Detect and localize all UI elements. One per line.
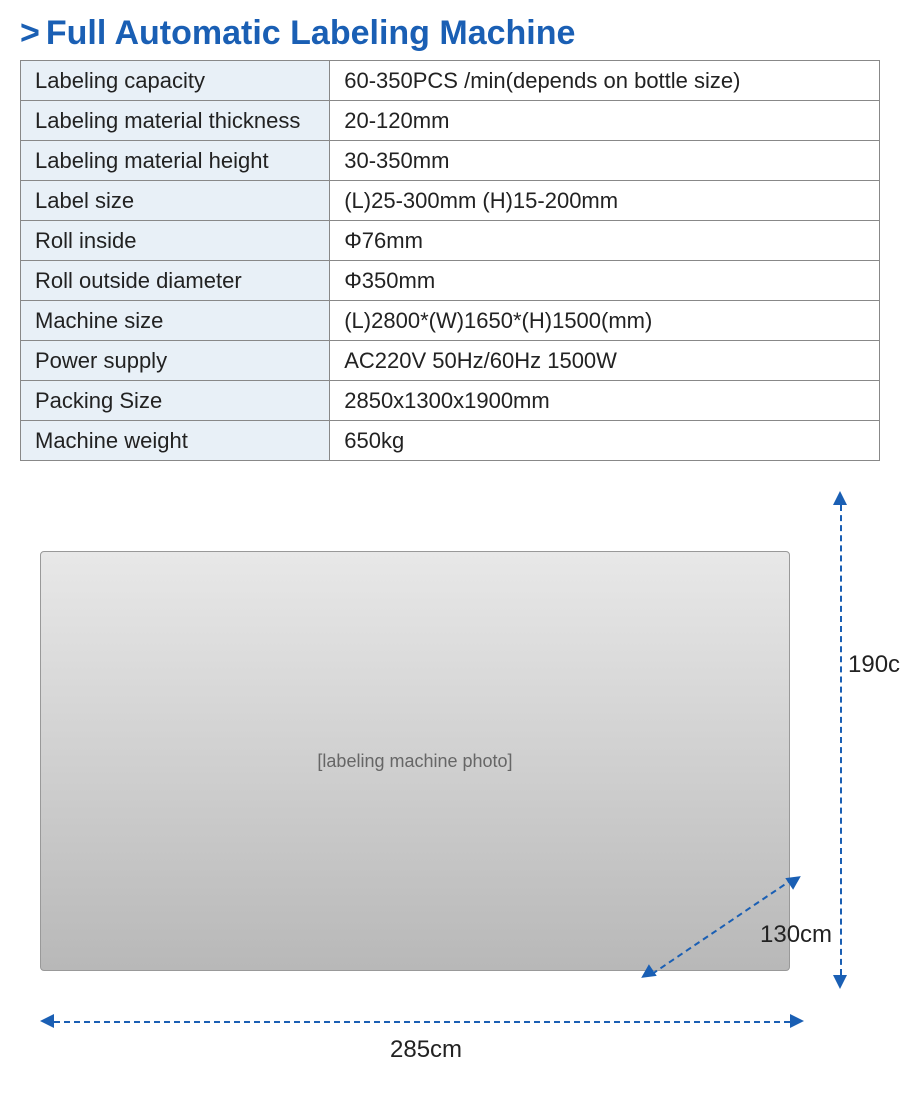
spec-value: 60-350PCS /min(depends on bottle size) [330, 61, 880, 101]
width-dim-label: 285cm [390, 1036, 462, 1064]
spec-table: Labeling capacity60-350PCS /min(depends … [20, 60, 880, 461]
width-arrow-right [790, 1014, 804, 1028]
spec-label: Power supply [21, 341, 330, 381]
table-row: Label size(L)25-300mm (H)15-200mm [21, 181, 880, 221]
table-row: Packing Size2850x1300x1900mm [21, 381, 880, 421]
table-row: Machine weight650kg [21, 421, 880, 461]
spec-table-body: Labeling capacity60-350PCS /min(depends … [21, 61, 880, 461]
table-row: Machine size(L)2800*(W)1650*(H)1500(mm) [21, 301, 880, 341]
spec-value: 30-350mm [330, 141, 880, 181]
spec-label: Roll outside diameter [21, 261, 330, 301]
depth-dim-label: 130cm [760, 921, 832, 949]
spec-value: 650kg [330, 421, 880, 461]
spec-label: Packing Size [21, 381, 330, 421]
spec-label: Labeling material thickness [21, 101, 330, 141]
height-dim-label: 190cm [848, 651, 900, 679]
table-row: Labeling capacity60-350PCS /min(depends … [21, 61, 880, 101]
spec-value: 2850x1300x1900mm [330, 381, 880, 421]
height-arrow-down [833, 975, 847, 989]
spec-value: 20-120mm [330, 101, 880, 141]
table-row: Roll insideΦ76mm [21, 221, 880, 261]
machine-image-placeholder: [labeling machine photo] [40, 551, 790, 971]
table-row: Power supplyAC220V 50Hz/60Hz 1500W [21, 341, 880, 381]
spec-label: Labeling capacity [21, 61, 330, 101]
table-row: Labeling material thickness20-120mm [21, 101, 880, 141]
page-heading: > Full Automatic Labeling Machine [20, 10, 880, 60]
spec-value: (L)25-300mm (H)15-200mm [330, 181, 880, 221]
spec-value: Φ350mm [330, 261, 880, 301]
dimension-diagram: [labeling machine photo] 285cm 190cm 130… [20, 491, 880, 1091]
height-arrow-up [833, 491, 847, 505]
width-arrow-left [40, 1014, 54, 1028]
heading-title: Full Automatic Labeling Machine [46, 16, 576, 50]
table-row: Labeling material height30-350mm [21, 141, 880, 181]
spec-label: Machine size [21, 301, 330, 341]
heading-caret: > [20, 16, 40, 50]
spec-label: Machine weight [21, 421, 330, 461]
height-dim-line [840, 505, 842, 975]
spec-value: AC220V 50Hz/60Hz 1500W [330, 341, 880, 381]
spec-value: Φ76mm [330, 221, 880, 261]
spec-label: Labeling material height [21, 141, 330, 181]
spec-label: Label size [21, 181, 330, 221]
spec-value: (L)2800*(W)1650*(H)1500(mm) [330, 301, 880, 341]
width-dim-line [54, 1021, 790, 1023]
spec-label: Roll inside [21, 221, 330, 261]
table-row: Roll outside diameterΦ350mm [21, 261, 880, 301]
